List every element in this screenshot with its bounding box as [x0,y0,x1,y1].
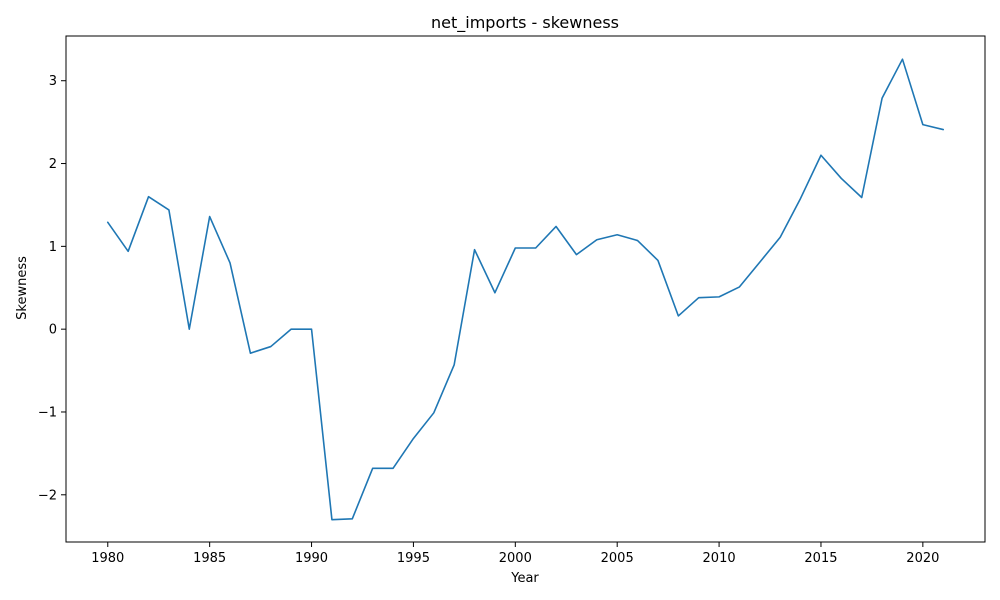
axes-frame [65,35,986,543]
y-tick-label: 3 [49,74,57,89]
y-tick-label: −1 [38,405,57,420]
y-tick-label: 1 [49,240,57,255]
x-tick-label: 1995 [397,551,430,566]
chart-title: net_imports - skewness [431,13,619,33]
x-axis-label: Year [510,571,539,586]
x-tick-label: 1985 [193,551,226,566]
x-tick-label: 1980 [91,551,124,566]
x-axis-ticks: 1980 1985 1990 1995 2000 2005 2010 2015 2020 [91,542,939,566]
y-axis-ticks: −2 −1 0 1 2 3 [38,74,66,503]
y-tick-label: 0 [49,323,57,338]
plot-area [65,35,986,543]
x-tick-label: 2005 [601,551,634,566]
y-axis-label: Skewness [15,256,30,320]
x-tick-label: 2020 [906,551,939,566]
x-tick-label: 1990 [295,551,328,566]
y-tick-label: 2 [49,157,57,172]
series-line-0 [106,58,945,521]
x-tick-label: 2010 [703,551,736,566]
x-tick-label: 2000 [499,551,532,566]
y-tick-label: −2 [38,488,57,503]
x-tick-label: 2015 [804,551,837,566]
